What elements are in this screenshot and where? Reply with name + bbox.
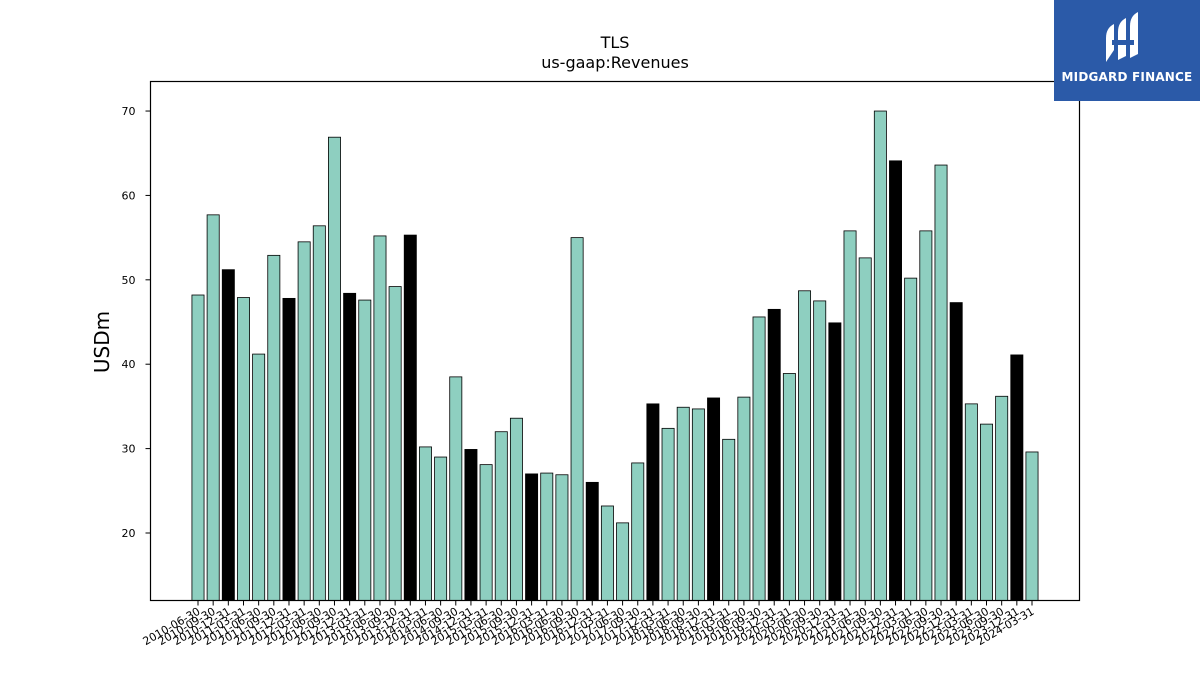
y-tick-label: 30 <box>122 443 136 456</box>
bar <box>570 237 584 601</box>
bar <box>1010 354 1024 601</box>
bar <box>282 297 296 601</box>
bar <box>782 373 796 601</box>
bar <box>297 241 311 601</box>
bar <box>904 277 918 601</box>
y-axis: 20 30 40 50 60 70 <box>122 105 151 540</box>
plot-frame <box>149 80 1081 602</box>
bar <box>616 522 630 601</box>
y-tick-label: 20 <box>122 527 136 540</box>
bar <box>691 408 705 601</box>
bar <box>479 464 493 601</box>
bar <box>525 473 539 601</box>
bar <box>873 110 887 601</box>
bars-group <box>191 110 1039 601</box>
bar <box>1025 451 1039 601</box>
y-tick-label: 70 <box>122 105 136 118</box>
bar <box>676 406 690 601</box>
bar <box>707 397 721 601</box>
bar <box>919 230 933 601</box>
bar <box>858 257 872 601</box>
bar <box>191 294 205 601</box>
bar <box>449 376 463 601</box>
bar <box>949 302 963 601</box>
bar <box>843 230 857 601</box>
bar <box>600 505 614 601</box>
bar <box>388 286 402 601</box>
chart-subtitle: us-gaap:Revenues <box>541 53 689 72</box>
bar <box>418 446 432 601</box>
bar <box>828 322 842 601</box>
bar <box>585 481 599 601</box>
bar <box>798 290 812 601</box>
bar <box>752 316 766 601</box>
bar <box>267 254 281 601</box>
bar <box>509 417 523 601</box>
y-tick-label: 40 <box>122 358 136 371</box>
bar <box>464 449 478 601</box>
bar <box>980 423 993 601</box>
bar <box>737 396 751 601</box>
bar <box>813 300 827 601</box>
bar <box>373 235 387 601</box>
chart-title: TLS <box>600 33 630 52</box>
bar <box>661 427 675 601</box>
bar <box>206 214 220 601</box>
bar <box>358 299 372 601</box>
bar <box>631 462 645 601</box>
bar <box>889 160 902 601</box>
bar <box>646 403 660 601</box>
bar <box>540 472 554 601</box>
bar <box>995 395 1009 601</box>
y-axis-label: USDm <box>90 311 114 373</box>
midgard-logo-icon <box>1106 12 1138 62</box>
brand-logo: MIDGARD FINANCE <box>1054 0 1200 101</box>
brand-name: MIDGARD FINANCE <box>1061 70 1193 84</box>
bar <box>328 136 341 601</box>
bar <box>237 297 250 601</box>
bar <box>494 431 508 601</box>
y-tick-label: 50 <box>122 274 136 287</box>
bar <box>964 403 978 601</box>
bar <box>343 292 357 601</box>
bar <box>252 353 266 601</box>
bar <box>403 234 417 601</box>
bar <box>934 164 948 601</box>
x-axis: 2010-06-302010-09-302010-12-312011-03-31… <box>141 600 1037 648</box>
bar <box>434 456 448 601</box>
bar <box>221 269 235 601</box>
bar <box>555 474 569 601</box>
bar <box>722 438 736 601</box>
bar <box>767 308 781 601</box>
y-tick-label: 60 <box>122 189 136 202</box>
bar <box>312 225 326 601</box>
